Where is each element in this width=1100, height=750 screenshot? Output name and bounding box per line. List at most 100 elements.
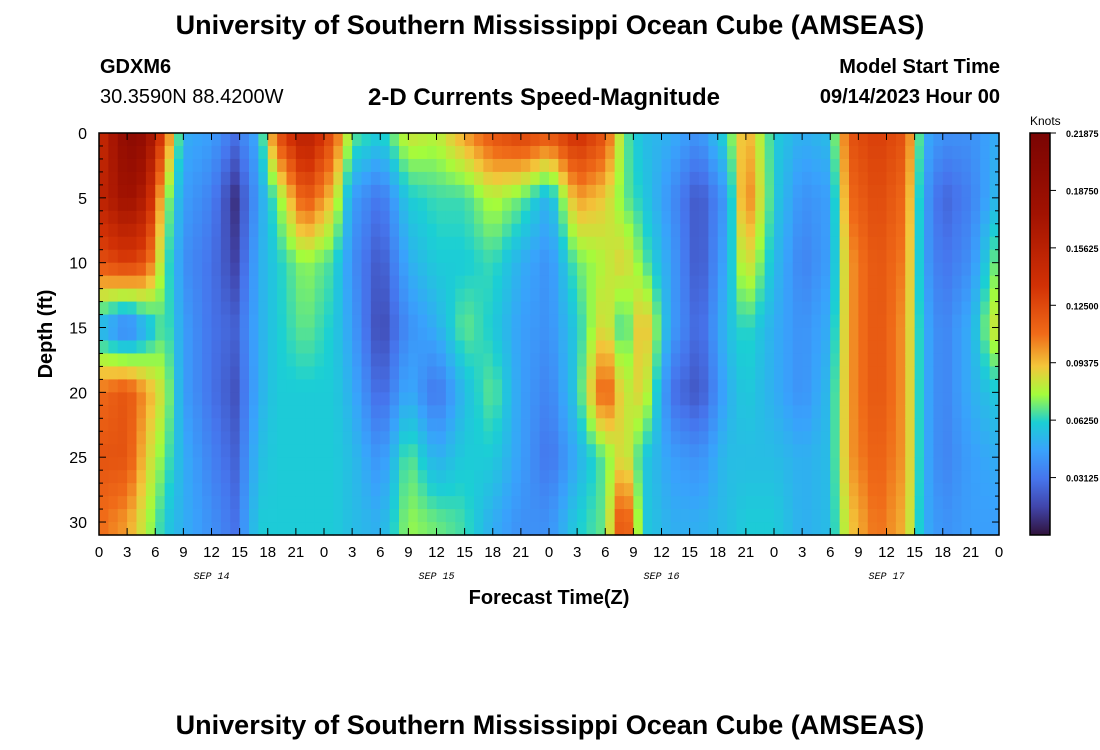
heatmap-cell bbox=[192, 327, 203, 342]
heatmap-cell bbox=[155, 379, 166, 393]
heatmap-cell bbox=[324, 418, 334, 432]
heatmap-cell bbox=[745, 158, 756, 173]
heatmap-cell bbox=[633, 171, 644, 186]
heatmap-cell bbox=[549, 301, 559, 316]
heatmap-cell bbox=[520, 327, 531, 342]
heatmap-cell bbox=[427, 210, 438, 225]
heatmap-cell bbox=[549, 288, 559, 303]
heatmap-cell bbox=[211, 223, 222, 238]
heatmap-cell bbox=[764, 145, 775, 160]
heatmap-cell bbox=[183, 483, 194, 497]
heatmap-cell bbox=[530, 262, 541, 277]
heatmap-cell bbox=[942, 392, 953, 406]
heatmap-cell bbox=[708, 171, 719, 186]
heatmap-cell bbox=[164, 184, 175, 199]
heatmap-cell bbox=[539, 210, 550, 225]
heatmap-cell bbox=[492, 171, 503, 186]
heatmap-cell bbox=[455, 379, 466, 393]
heatmap-cell bbox=[802, 392, 813, 406]
heatmap-cell bbox=[867, 223, 878, 238]
heatmap-cell bbox=[417, 366, 428, 380]
heatmap-cell bbox=[277, 496, 288, 510]
heatmap-cell bbox=[783, 522, 794, 536]
heatmap-cell bbox=[989, 145, 1000, 160]
heatmap-cell bbox=[249, 158, 259, 173]
heatmap-cell bbox=[474, 522, 484, 536]
heatmap-cell bbox=[699, 353, 709, 368]
heatmap-cell bbox=[886, 379, 897, 393]
heatmap-cell bbox=[895, 353, 906, 368]
heatmap-cell bbox=[605, 288, 616, 303]
heatmap-cell bbox=[502, 171, 513, 186]
heatmap-cell bbox=[455, 184, 466, 199]
heatmap-cell bbox=[549, 145, 559, 160]
heatmap-cell bbox=[811, 353, 822, 368]
heatmap-cell bbox=[792, 223, 803, 238]
heatmap-cell bbox=[127, 171, 138, 186]
heatmap-cell bbox=[877, 184, 888, 199]
heatmap-cell bbox=[445, 418, 456, 432]
heatmap-cell bbox=[127, 301, 138, 316]
heatmap-cell bbox=[661, 145, 672, 160]
heatmap-cell bbox=[802, 509, 813, 523]
heatmap-cell bbox=[736, 249, 747, 264]
heatmap-cell bbox=[324, 184, 334, 199]
heatmap-cell bbox=[933, 275, 944, 290]
heatmap-cell bbox=[745, 418, 756, 432]
heatmap-cell bbox=[314, 522, 325, 536]
heatmap-cell bbox=[661, 171, 672, 186]
heatmap-cell bbox=[314, 444, 325, 458]
x-tick-label: 15 bbox=[681, 544, 698, 561]
heatmap-cell bbox=[624, 379, 634, 393]
heatmap-cell bbox=[389, 353, 400, 368]
heatmap-cell bbox=[849, 405, 859, 419]
heatmap-cell bbox=[399, 470, 409, 484]
heatmap-cell bbox=[183, 470, 194, 484]
heatmap-cell bbox=[267, 249, 278, 264]
heatmap-cell bbox=[239, 288, 250, 303]
heatmap-cell bbox=[877, 444, 888, 458]
heatmap-cell bbox=[174, 457, 184, 471]
heatmap-cell bbox=[145, 275, 156, 290]
heatmap-cell bbox=[539, 444, 550, 458]
heatmap-cell bbox=[511, 366, 522, 380]
heatmap-cell bbox=[633, 509, 644, 523]
heatmap-cell bbox=[155, 288, 166, 303]
heatmap-cell bbox=[436, 158, 447, 173]
heatmap-cell bbox=[295, 496, 306, 510]
heatmap-cell bbox=[511, 314, 522, 329]
heatmap-cell bbox=[839, 171, 850, 186]
heatmap-cell bbox=[145, 340, 156, 355]
heatmap-cell bbox=[699, 405, 709, 419]
heatmap-cell bbox=[924, 314, 934, 329]
heatmap-cell bbox=[858, 145, 869, 160]
heatmap-cell bbox=[145, 262, 156, 277]
heatmap-cell bbox=[652, 353, 663, 368]
heatmap-cell bbox=[230, 133, 241, 147]
heatmap-cell bbox=[474, 210, 484, 225]
heatmap-cell bbox=[192, 145, 203, 160]
heatmap-cell bbox=[595, 379, 606, 393]
heatmap-cell bbox=[117, 145, 128, 160]
heatmap-cell bbox=[577, 405, 588, 419]
heatmap-cell bbox=[942, 314, 953, 329]
heatmap-cell bbox=[708, 431, 719, 445]
heatmap-cell bbox=[586, 171, 597, 186]
heatmap-cell bbox=[427, 444, 438, 458]
heatmap-cell bbox=[877, 145, 888, 160]
heatmap-cell bbox=[305, 444, 316, 458]
heatmap-cell bbox=[492, 392, 503, 406]
heatmap-cell bbox=[324, 483, 334, 497]
heatmap-cell bbox=[211, 314, 222, 329]
heatmap-cell bbox=[670, 366, 681, 380]
heatmap-cell bbox=[886, 223, 897, 238]
heatmap-cell bbox=[755, 340, 766, 355]
heatmap-cell bbox=[830, 171, 841, 186]
heatmap-cell bbox=[727, 483, 738, 497]
heatmap-cell bbox=[427, 249, 438, 264]
heatmap-cell bbox=[192, 184, 203, 199]
heatmap-cell bbox=[924, 444, 934, 458]
heatmap-cell bbox=[558, 145, 569, 160]
heatmap-cell bbox=[877, 262, 888, 277]
heatmap-cell bbox=[567, 522, 578, 536]
